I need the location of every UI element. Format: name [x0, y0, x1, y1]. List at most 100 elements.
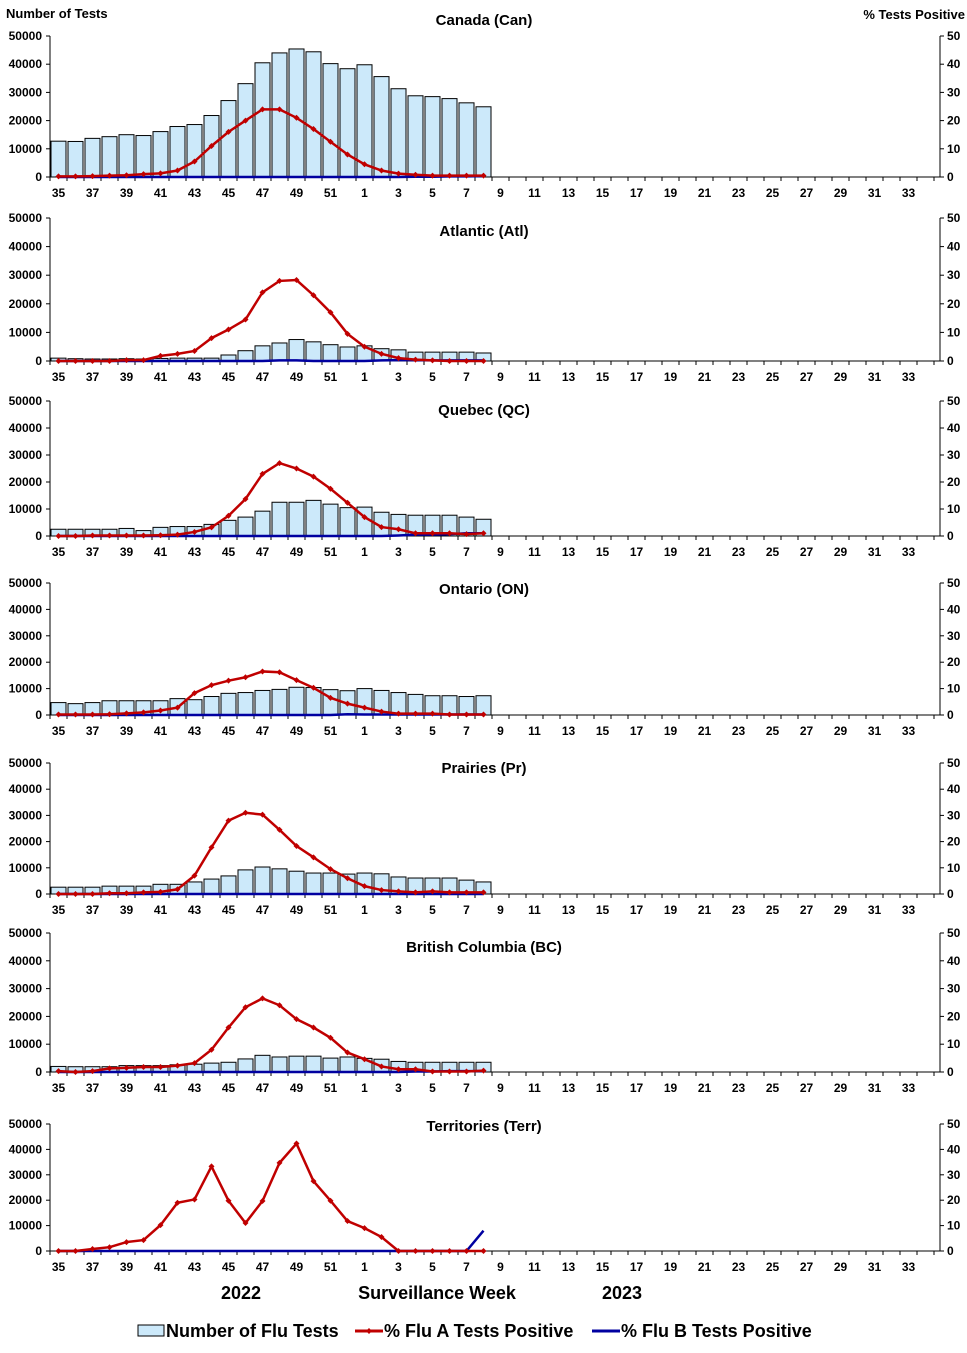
tests-bar [458, 102, 475, 178]
tests-bar [237, 692, 254, 716]
x-tick-label: 17 [630, 1260, 644, 1274]
flu-a-point [106, 711, 113, 718]
tests-bar [220, 519, 237, 537]
flu-a-point [361, 343, 368, 350]
left-tick-label: 10000 [9, 325, 43, 339]
flu-a-point [123, 1064, 130, 1071]
flu-a-point [191, 347, 198, 354]
flu-a-point [157, 352, 164, 359]
panel-title: Prairies (Pr) [441, 760, 526, 777]
flu-a-point [157, 707, 164, 714]
flu-a-point [327, 138, 334, 145]
flu-a-point [429, 888, 436, 895]
right-tick-label: 50 [947, 576, 961, 590]
flu-a-point [106, 172, 113, 179]
flu-a-point [395, 1248, 402, 1254]
flu-a-point [225, 128, 232, 135]
x-tick-label: 1 [361, 186, 368, 200]
x-tick-label: 3 [395, 186, 402, 200]
x-tick-label: 19 [664, 186, 678, 200]
x-tick-label: 9 [497, 1260, 504, 1274]
flu-a-point [412, 1248, 419, 1254]
flu-a-point [361, 704, 368, 711]
tests-bar [101, 136, 118, 178]
flu-a-point [242, 674, 249, 681]
flu-a-point [412, 530, 419, 537]
flu-a-point [157, 170, 164, 177]
x-tick-label: 5 [429, 186, 436, 200]
tests-bar [322, 63, 339, 178]
tests-bar [186, 881, 203, 895]
x-tick-label: 49 [290, 724, 304, 738]
right-tick-label: 10 [947, 325, 961, 339]
legend [137, 1324, 620, 1337]
left-tick-label: 50000 [9, 394, 43, 408]
flu-a-point [225, 1024, 232, 1031]
flu-a-point [225, 512, 232, 519]
x-tick-label: 1 [361, 724, 368, 738]
x-tick-label: 39 [120, 903, 134, 917]
flu-a-point [378, 167, 385, 174]
flu-a-point [191, 158, 198, 165]
flu-a-point [55, 533, 62, 539]
x-tick-label: 25 [766, 903, 780, 917]
x-tick-label: 25 [766, 370, 780, 384]
tests-bar [305, 341, 322, 362]
tests-bar [220, 100, 237, 178]
left-tick-label: 50000 [9, 211, 43, 225]
flu-a-point [157, 1063, 164, 1070]
right-tick-label: 10 [947, 682, 961, 696]
x-tick-label: 23 [732, 1081, 746, 1095]
x-tick-label: 51 [324, 724, 338, 738]
flu-a-point [208, 524, 215, 531]
x-tick-label: 41 [154, 903, 168, 917]
flu-a-point [480, 1067, 487, 1074]
legend-label-flu-b: % Flu B Tests Positive [621, 1321, 812, 1341]
tests-bar [220, 692, 237, 716]
flu-a-point [395, 170, 402, 177]
flu-a-point [140, 532, 147, 539]
x-axis-title: Surveillance Week [358, 1283, 517, 1303]
flu-a-point [191, 528, 198, 535]
right-tick-label: 0 [947, 708, 954, 722]
x-tick-label: 19 [664, 370, 678, 384]
left-tick-label: 50000 [9, 29, 43, 43]
x-tick-label: 11 [528, 545, 541, 559]
x-tick-label: 17 [630, 370, 644, 384]
x-tick-label: 33 [902, 1081, 916, 1095]
x-tick-label: 1 [361, 903, 368, 917]
right-tick-label: 40 [947, 602, 961, 616]
flu-a-point [208, 1163, 215, 1170]
right-tick-label: 30 [947, 982, 961, 996]
flu-a-point [480, 711, 487, 718]
flu-a-point [463, 531, 470, 538]
left-tick-label: 30000 [9, 808, 43, 822]
x-tick-label: 29 [834, 545, 848, 559]
flu-a-point [429, 1068, 436, 1075]
x-tick-label: 35 [52, 1260, 66, 1274]
panel-5 [46, 932, 944, 1076]
flu-a-point [106, 890, 113, 897]
right-tick-label: 50 [947, 211, 961, 225]
left-tick-label: 20000 [9, 1193, 43, 1207]
tests-bar [271, 342, 288, 362]
x-tick-label: 35 [52, 724, 66, 738]
x-tick-label: 9 [497, 1081, 504, 1095]
flu-a-point [276, 277, 283, 284]
x-tick-label: 11 [528, 1260, 541, 1274]
x-tick-label: 39 [120, 545, 134, 559]
x-tick-label: 9 [497, 724, 504, 738]
tests-bar [322, 872, 339, 895]
panel-title: Atlantic (Atl) [439, 223, 528, 240]
flu-a-point [157, 1222, 164, 1229]
x-tick-label: 7 [463, 1081, 470, 1095]
x-tick-label: 45 [222, 1081, 236, 1095]
tests-bar [84, 137, 101, 178]
flu-a-point [344, 875, 351, 882]
left-tick-label: 30000 [9, 982, 43, 996]
flu-a-point [276, 460, 283, 467]
left-axis-title: Number of Tests [6, 6, 108, 21]
right-tick-label: 20 [947, 835, 961, 849]
x-tick-label: 21 [698, 370, 712, 384]
